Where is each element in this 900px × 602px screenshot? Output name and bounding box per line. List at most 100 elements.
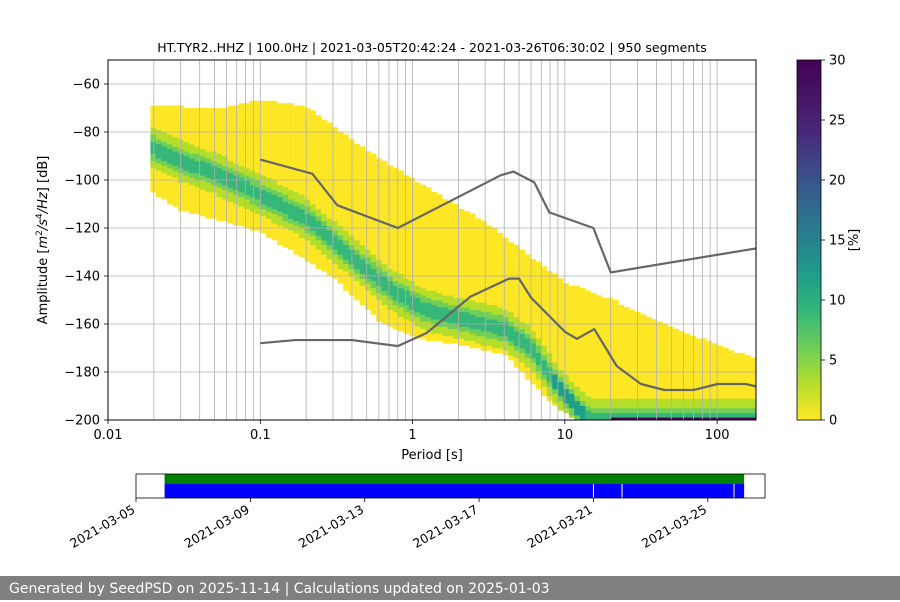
heat-cell bbox=[332, 206, 338, 210]
heat-cell bbox=[409, 196, 415, 200]
heat-cell bbox=[326, 261, 333, 265]
heat-cell bbox=[640, 316, 647, 320]
heat-cell bbox=[304, 172, 311, 176]
heat-cell bbox=[590, 367, 597, 370]
heat-cell bbox=[332, 148, 338, 152]
heat-cell bbox=[585, 400, 592, 404]
heat-cell bbox=[508, 290, 515, 294]
heat-cell bbox=[398, 280, 404, 284]
heat-cell bbox=[585, 336, 592, 339]
heat-cell bbox=[172, 151, 179, 154]
heat-cell bbox=[563, 326, 570, 330]
heat-cell bbox=[260, 208, 267, 212]
heat-cell bbox=[183, 144, 190, 147]
heat-cell bbox=[282, 112, 289, 116]
heat-cell bbox=[414, 230, 421, 234]
heat-cell bbox=[453, 285, 460, 289]
heat-cell bbox=[431, 268, 438, 272]
heat-cell bbox=[293, 192, 300, 195]
heat-cell bbox=[431, 230, 438, 234]
heat-cell bbox=[321, 259, 327, 262]
heat-cell bbox=[596, 417, 603, 420]
heat-cell bbox=[315, 240, 322, 243]
heat-cell bbox=[398, 304, 404, 308]
heat-cell bbox=[271, 146, 278, 150]
heat-cell bbox=[161, 129, 168, 133]
heat-cell bbox=[480, 242, 487, 246]
heat-cell bbox=[552, 290, 559, 294]
heat-cell bbox=[255, 206, 261, 210]
heat-cell bbox=[216, 117, 223, 121]
heat-cell bbox=[436, 225, 443, 229]
heat-cell bbox=[365, 163, 371, 166]
heat-cell bbox=[469, 302, 476, 306]
heat-cell bbox=[629, 412, 636, 416]
heat-cell bbox=[249, 168, 256, 171]
heat-cell bbox=[436, 235, 443, 238]
heat-cell bbox=[574, 348, 581, 351]
heat-cell bbox=[508, 328, 515, 332]
heat-cell bbox=[530, 319, 537, 322]
heat-cell bbox=[442, 321, 449, 325]
heat-cell bbox=[321, 218, 327, 222]
heat-cell bbox=[469, 328, 476, 332]
heat-cell bbox=[629, 331, 636, 334]
heat-cell bbox=[552, 336, 559, 339]
heat-cell bbox=[640, 326, 647, 330]
heat-cell bbox=[623, 379, 630, 382]
heat-cell bbox=[343, 268, 349, 272]
heat-cell bbox=[447, 268, 454, 272]
heat-cell bbox=[398, 292, 404, 296]
heat-cell bbox=[541, 307, 548, 310]
heat-cell bbox=[161, 158, 168, 162]
heat-cell bbox=[425, 228, 432, 231]
heat-cell bbox=[348, 170, 355, 174]
heat-cell bbox=[409, 225, 415, 229]
heat-cell bbox=[513, 292, 520, 296]
heat-cell bbox=[458, 307, 465, 310]
heat-cell bbox=[216, 112, 223, 116]
heat-cell bbox=[304, 213, 311, 217]
heat-cell bbox=[188, 117, 195, 121]
heat-cell bbox=[299, 168, 305, 171]
heat-cell bbox=[530, 357, 537, 361]
heat-cell bbox=[321, 242, 327, 246]
heat-cell bbox=[574, 372, 581, 375]
heat-cell bbox=[475, 340, 482, 344]
heat-cell bbox=[199, 120, 206, 123]
heat-cell bbox=[348, 163, 355, 166]
heat-cell bbox=[299, 127, 305, 130]
heat-cell bbox=[590, 408, 597, 411]
heat-cell bbox=[436, 232, 443, 236]
heat-cell bbox=[502, 314, 509, 318]
heat-cell bbox=[645, 364, 652, 368]
heat-cell bbox=[425, 280, 432, 284]
heat-cell bbox=[348, 288, 355, 291]
heat-cell bbox=[255, 223, 261, 226]
heat-cell bbox=[431, 228, 438, 231]
heat-cell bbox=[260, 216, 267, 219]
heat-cell bbox=[453, 208, 460, 212]
heat-cell bbox=[381, 292, 388, 296]
heat-cell bbox=[414, 266, 421, 270]
heat-cell bbox=[574, 309, 581, 313]
heat-cell bbox=[249, 180, 256, 183]
heat-cell bbox=[552, 396, 559, 399]
heat-cell bbox=[464, 232, 471, 236]
heat-cell bbox=[222, 211, 228, 214]
heat-cell bbox=[238, 220, 245, 224]
heat-cell bbox=[425, 213, 432, 217]
heat-cell bbox=[398, 240, 404, 243]
heat-cell bbox=[299, 196, 305, 200]
heat-cell bbox=[442, 206, 449, 210]
heat-cell bbox=[271, 216, 278, 219]
heat-cell bbox=[183, 160, 190, 164]
heat-cell bbox=[288, 196, 294, 200]
heat-cell bbox=[425, 218, 432, 222]
heat-cell bbox=[348, 165, 355, 169]
heat-cell bbox=[552, 374, 559, 378]
heat-cell bbox=[310, 220, 316, 224]
heat-cell bbox=[348, 139, 355, 142]
heat-cell bbox=[453, 324, 460, 327]
heat-cell bbox=[453, 218, 460, 222]
